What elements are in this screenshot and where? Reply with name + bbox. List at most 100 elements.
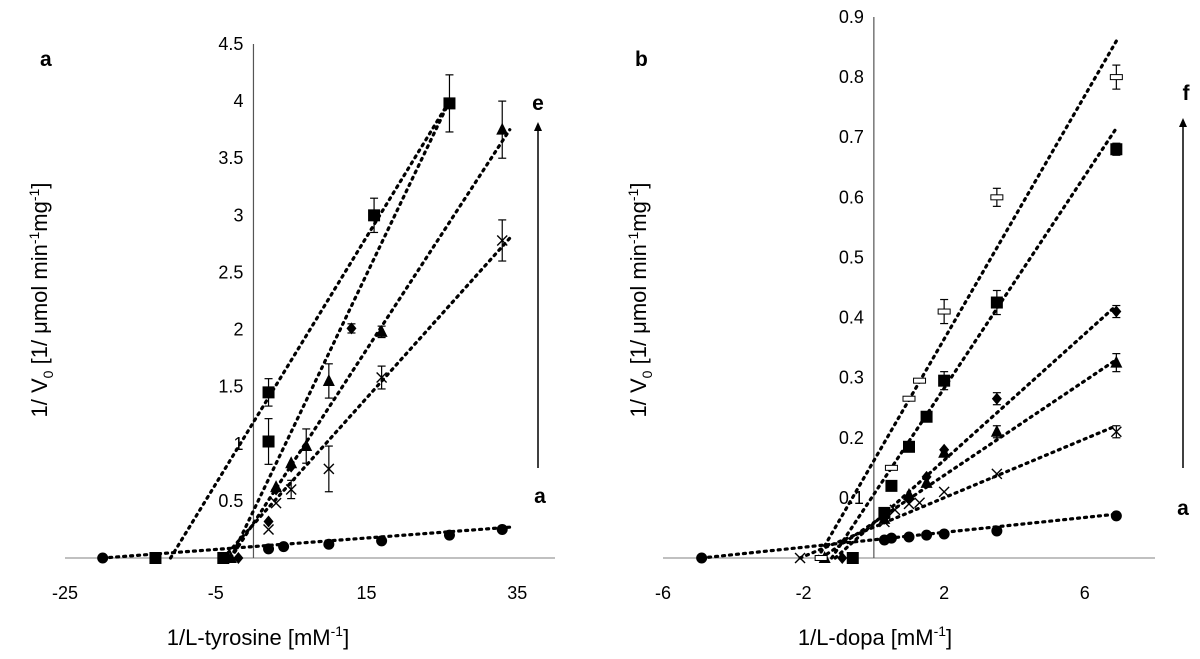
panel-a-series-1-point [443,529,455,541]
panel-a-y-tick-label: 4 [233,91,243,111]
x-marker-stroke [496,234,508,246]
panel-a-series-5-point [149,552,162,564]
x-marker-stroke [889,504,901,516]
panel-a-series-4-point [346,322,357,335]
panel-b-series-end-label: f [1183,82,1191,105]
panel-b-series-5-point [938,374,951,387]
x-marker-stroke [376,372,388,384]
panel-a-series-end-label: e [532,92,544,115]
panel-b-series-4-point [904,491,914,504]
panel-a-series-1-point [97,552,109,564]
panel-b-series-6-point [913,377,927,384]
panel-b-x-axis-label-main: 1/L-dopa [mM [798,625,934,650]
panel-a-series-1-trend-line [101,525,512,560]
panel-b-series-6-point [990,194,1004,201]
panel-b-y-axis-label-part: [1/ μmol min [626,244,651,370]
panel-a-series-3-point [300,439,313,452]
panel-b-series-4-point [939,443,950,456]
panel-b-y-tick-label: 0.6 [839,187,864,207]
panel-a-y-axis-label-part: -1 [26,188,42,201]
panel-b-series-6-point [884,464,898,471]
panel-a-series-1-point [263,543,275,555]
panel-a-y-tick-label: 3 [233,205,243,225]
panel-b-series-1-point [903,531,915,543]
panel-b-series-4-point [921,470,932,483]
panel-a-y-axis-label: 1/ V0 [1/ μmol min-1mg-1] [26,183,56,418]
panel-b-y-axis-label-part: -1 [625,188,641,201]
panel-b-series-6-trend-line [816,39,1118,560]
panel-a-y-tick-label: 1.5 [218,377,243,397]
panel-a-series-2-point [270,497,282,509]
panel-a-x-axis-label-end: ] [343,625,349,650]
panel-b-series-3-point [990,424,1003,437]
panel-b-series-1-point [938,528,950,540]
x-marker-stroke [914,497,926,509]
panel-b-x-tick-label: -2 [796,583,812,603]
panel-a-series-start-label: a [534,485,546,508]
panel-a-y-tick-label: 2.5 [218,262,243,282]
panel-a-series-1-point [496,523,508,535]
panel-b-series-2-point [903,498,915,510]
panel-b-series-1-point [696,552,708,564]
panel-b-series-5-point [1110,143,1123,156]
panel-a-x-tick-label: 35 [507,583,527,603]
panel-a-series-2-trend-line [221,236,512,560]
panel-b-x-tick-label: 2 [939,583,949,603]
panel-b-x-axis-label: 1/L-dopa [mM-1] [798,623,952,650]
panel-b-series-5-point [903,440,915,453]
panel-a-series-5-point [262,435,275,448]
panel-b-series-6-point [937,308,951,315]
panel-b-y-axis-label-part: 1/ V [626,378,651,417]
panel-b-y-axis-label-part: mg [626,201,651,232]
panel-a-x-axis-label: 1/L-tyrosine [mM-1] [167,623,349,650]
x-marker-stroke [938,486,950,498]
panel-b-series-2-point [889,504,901,516]
panel-b-series-start-label: a [1177,497,1189,520]
panel-b-trend-arrow-head [1179,118,1187,127]
panel-b-series-2-point [914,497,926,509]
panel-a-series-4-trend-line [229,99,452,560]
panel-a-y-tick-label: 4.5 [218,34,243,54]
panel-a-series-3-point [322,373,335,386]
panel-b-panel-label: b [635,48,648,71]
panel-a-series-4-point [286,460,297,473]
x-marker-stroke [991,468,1003,480]
panel-b-y-axis-label-part: -1 [625,231,641,244]
panel-b-series-5-point [990,296,1003,309]
panel-a-y-axis-label-part: 0 [40,370,56,378]
panel-a-series-3-trend-line [229,128,512,560]
panel-a-series-4-point [263,515,274,528]
panel-b-y-tick-label: 0.3 [839,368,864,388]
panel-b-x-tick-label: 6 [1080,583,1090,603]
panel-b-y-tick-label: 0.4 [839,308,864,328]
panel-a-y-axis-label-part: 1/ V [27,378,52,417]
panel-b-series-4-point [991,392,1002,405]
panel-a-panel-label: a [40,48,52,71]
panel-b-series-6-point [814,555,828,561]
panel-b-series-4-trend-line [833,303,1118,560]
panel-b-y-tick-label: 0.5 [839,247,864,267]
panel-a-x-axis-label-main: 1/L-tyrosine [mM [167,625,331,650]
x-marker-stroke [285,483,297,495]
x-marker-stroke [263,523,275,535]
panel-a-y-tick-label: 0.5 [218,491,243,511]
panel-b-y-tick-label: 0.2 [839,428,864,448]
panel-b-series-1-point [921,529,933,541]
panel-a-y-axis-label-part: [1/ μmol min [27,244,52,370]
panel-b-chart: 0.10.20.30.40.50.60.70.80.9-6-2261/L-dop… [625,7,1191,650]
panel-b-series-2-point [794,552,806,564]
panel-b-y-tick-label: 0.8 [839,67,864,87]
panel-b-y-axis-label-part: ] [626,183,651,189]
panel-a-series-5-point [217,552,230,564]
panel-a-series-1-point [278,541,290,553]
panel-a-y-axis-label-part: ] [27,183,52,189]
panel-a-trend-arrow-head [534,122,542,131]
panel-b-series-3-trend-line [819,358,1118,560]
panel-a-series-2-point [323,463,335,475]
panel-b-series-5-point [885,479,898,492]
panel-b-series-5-point [920,410,933,423]
panel-b-series-6-point [902,395,916,402]
panel-a-x-axis-label-sup: -1 [331,623,344,639]
x-marker-stroke [1110,426,1122,438]
